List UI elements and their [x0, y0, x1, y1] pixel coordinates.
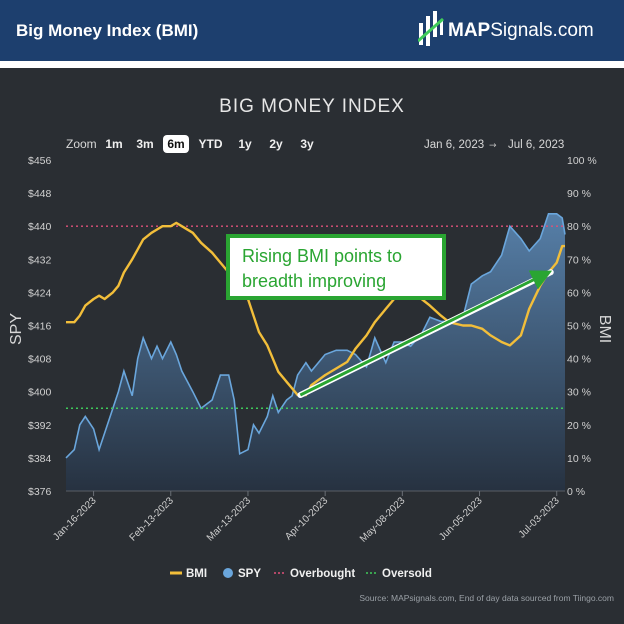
right-tick-label: 100 % — [567, 155, 597, 167]
mapsignals-logo[interactable]: MAPSignals.com — [417, 11, 614, 51]
bmi-chart: BIG MONEY INDEX Zoom 1m 3m 6m YTD 1y 2y 3y Jan… — [8, 96, 614, 603]
chart-legend: BMI SPY Overbought Oversold — [170, 568, 432, 580]
left-tick-label: $416 — [28, 321, 52, 333]
zoom-button-1m[interactable]: 1m — [105, 137, 122, 151]
left-tick-label: $448 — [28, 188, 52, 200]
right-tick-label: 40 % — [567, 354, 591, 366]
left-axis-ticks: $376 $384 $392 $400 $408 $416 $424 $432 $440 $448… — [28, 155, 52, 498]
zoom-button-6m[interactable]: 6m — [167, 137, 184, 151]
legend-item-bmi[interactable]: BMI — [186, 568, 207, 580]
zoom-button-2y[interactable]: 2y — [269, 137, 283, 151]
page-title: Big Money Index (BMI) — [16, 21, 199, 40]
chart-title: BIG MONEY INDEX — [219, 96, 405, 117]
left-tick-label: $432 — [28, 254, 52, 266]
x-tick-label: Jan-16-2023 — [51, 495, 99, 543]
left-tick-label: $376 — [28, 486, 52, 498]
right-tick-label: 90 % — [567, 188, 591, 200]
spy-area — [66, 213, 565, 492]
left-tick-label: $400 — [28, 387, 52, 399]
legend-item-oversold[interactable]: Oversold — [382, 568, 432, 580]
bars-logo-icon — [417, 11, 444, 46]
left-tick-label: $408 — [28, 354, 52, 366]
zoom-selected-bg — [163, 135, 189, 153]
right-tick-label: 70 % — [567, 254, 591, 266]
right-axis-label: BMI — [596, 315, 613, 343]
right-axis-ticks: 0 % 10 % 20 % 30 % 40 % 50 % 60 % 70 % 80 % 90 % 1… — [567, 155, 597, 498]
brand-name-bold: MAP — [448, 20, 491, 41]
range-arrow-icon: → — [489, 141, 497, 151]
right-tick-label: 30 % — [567, 387, 591, 399]
annotation-text-line1: Rising BMI points to — [242, 246, 402, 266]
legend-item-spy[interactable]: SPY — [238, 568, 261, 580]
legend-marker — [223, 568, 233, 578]
right-tick-label: 10 % — [567, 453, 591, 465]
range-to[interactable]: Jul 6, 2023 — [508, 139, 564, 151]
right-tick-label: 50 % — [567, 321, 591, 333]
x-tick-label: Apr-10-2023 — [283, 495, 330, 542]
zoom-button-ytd[interactable]: YTD — [199, 137, 223, 151]
left-tick-label: $440 — [28, 221, 52, 233]
zoom-label: Zoom — [66, 137, 97, 151]
brand-name-rest: Signals.com — [490, 20, 594, 41]
left-axis-label: SPY — [8, 313, 25, 345]
zoom-button-3y[interactable]: 3y — [300, 137, 314, 151]
x-tick-label: Jul-03-2023 — [517, 495, 562, 540]
range-from[interactable]: Jan 6, 2023 — [424, 139, 484, 151]
right-tick-label: 60 % — [567, 287, 591, 299]
right-tick-label: 0 % — [567, 486, 585, 498]
left-tick-label: $456 — [28, 155, 52, 167]
annotation-arrow-inner — [299, 270, 553, 397]
x-axis-ticks: Jan-16-2023 Feb-13-2023 Mar-13-2023 Apr-10-… — [51, 491, 562, 545]
legend-item-overbought[interactable]: Overbought — [290, 568, 355, 580]
zoom-button-1y[interactable]: 1y — [238, 137, 252, 151]
left-tick-label: $384 — [28, 453, 52, 465]
x-tick-label: Jun-05-2023 — [437, 495, 485, 543]
x-tick-label: Mar-13-2023 — [205, 495, 254, 544]
left-tick-label: $392 — [28, 420, 52, 432]
source-note: Source: MAPsignals.com, End of day data … — [359, 593, 614, 603]
zoom-buttons: 1m 3m 6m YTD 1y 2y 3y — [105, 135, 314, 153]
annotation-text-line2: breadth improving — [242, 271, 386, 291]
zoom-button-3m[interactable]: 3m — [136, 137, 153, 151]
x-tick-label: May-08-2023 — [358, 495, 408, 545]
brand-name: MAPSignals.com — [448, 20, 594, 42]
bmi-line — [66, 221, 565, 397]
left-tick-label: $424 — [28, 287, 52, 299]
annotation-box — [226, 234, 446, 300]
chart-panel: BIG MONEY INDEX Zoom 1m 3m 6m YTD 1y 2y 3y Jan… — [0, 68, 624, 624]
right-tick-label: 80 % — [567, 221, 591, 233]
page-header: Big Money Index (BMI) MAPSignals.com — [0, 0, 624, 61]
x-tick-label: Feb-13-2023 — [128, 495, 177, 544]
spy-line — [65, 213, 566, 459]
right-tick-label: 20 % — [567, 420, 591, 432]
